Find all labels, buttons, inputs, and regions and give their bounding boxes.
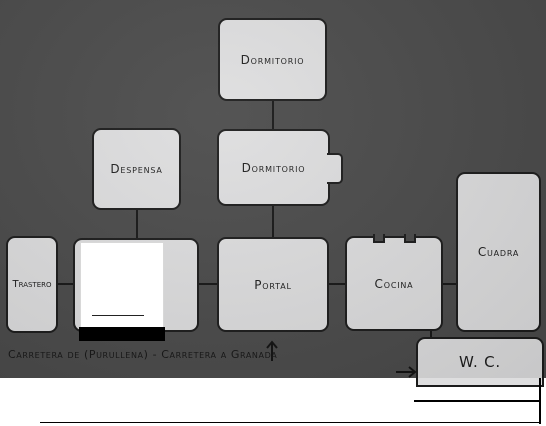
room-cocina: Cocina [345, 236, 443, 331]
connector-cocina-to-cuadra [442, 283, 457, 285]
room-dormitorio-top: Dormitorio [218, 18, 327, 101]
room-portal: Portal [217, 237, 329, 332]
room-trastero: Trastero [6, 236, 58, 333]
wc-arrow-icon [396, 366, 417, 378]
room-label: Trastero [12, 279, 52, 290]
bottom-rule [40, 422, 540, 423]
white-mask [80, 242, 164, 328]
room-label: Dormitorio [240, 52, 305, 67]
room-label: Despensa [110, 162, 163, 176]
short-rule [414, 400, 540, 402]
black-bar [79, 327, 165, 341]
mask-rule [92, 315, 144, 316]
connector-portal-to-cocina [328, 283, 346, 285]
connector-dormitorio-top-to-mid [272, 100, 274, 130]
connector-despensa-to-hall [136, 209, 138, 239]
floor-plan-photo: Dormitorio Dormitorio Despensa Trastero … [0, 0, 546, 387]
connector-hall-to-portal [198, 283, 218, 285]
room-label: W. C. [459, 353, 501, 371]
room-dormitorio-mid: Dormitorio [217, 129, 330, 206]
cocina-notch-left [373, 234, 385, 243]
cocina-notch-right [404, 234, 416, 243]
room-label: Portal [254, 277, 292, 292]
room-label: Cuadra [477, 245, 520, 259]
connector-dormitorio-mid-to-portal [272, 205, 274, 238]
road-label: Carretera de (Purullena) - Carretera a G… [8, 348, 278, 361]
room-cuadra: Cuadra [456, 172, 541, 332]
dormitorio-bay [327, 153, 343, 184]
vertical-rule [539, 378, 541, 424]
room-despensa: Despensa [92, 128, 181, 210]
connector-trastero-to-hall [57, 283, 74, 285]
room-label: Dormitorio [241, 160, 306, 175]
room-label: Cocina [374, 276, 414, 291]
room-wc: W. C. [416, 337, 544, 387]
connector-cocina-to-wc [430, 330, 432, 338]
